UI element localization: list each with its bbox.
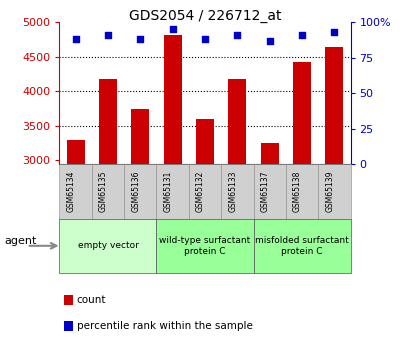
Text: GSM65133: GSM65133: [228, 171, 237, 212]
Text: GSM65131: GSM65131: [163, 171, 172, 212]
Point: [137, 37, 143, 42]
Text: count: count: [76, 295, 106, 305]
Text: percentile rank within the sample: percentile rank within the sample: [76, 321, 252, 331]
Text: GSM65134: GSM65134: [66, 171, 75, 212]
Text: wild-type surfactant
protein C: wild-type surfactant protein C: [159, 236, 250, 256]
Bar: [260, 143, 278, 164]
Point: [104, 32, 111, 38]
Text: GSM65135: GSM65135: [99, 171, 108, 212]
Point: [266, 38, 272, 43]
Bar: [228, 79, 246, 164]
Text: GSM65132: GSM65132: [196, 171, 204, 212]
Text: GSM65137: GSM65137: [260, 171, 269, 212]
Bar: [163, 35, 181, 164]
Point: [72, 37, 79, 42]
Point: [234, 32, 240, 38]
Text: GDS2054 / 226712_at: GDS2054 / 226712_at: [128, 9, 281, 23]
Bar: [292, 62, 310, 164]
Point: [330, 30, 337, 35]
Text: misfolded surfactant
protein C: misfolded surfactant protein C: [254, 236, 348, 256]
Bar: [99, 79, 117, 164]
Text: GSM65138: GSM65138: [292, 171, 301, 212]
Bar: [196, 119, 213, 164]
Bar: [325, 47, 342, 164]
Bar: [67, 140, 84, 164]
Bar: [131, 109, 149, 164]
Text: GSM65139: GSM65139: [325, 171, 334, 212]
Point: [201, 37, 208, 42]
Text: GSM65136: GSM65136: [131, 171, 140, 212]
Point: [298, 32, 305, 38]
Text: agent: agent: [4, 236, 36, 246]
Text: empty vector: empty vector: [77, 241, 138, 250]
Point: [169, 27, 175, 32]
